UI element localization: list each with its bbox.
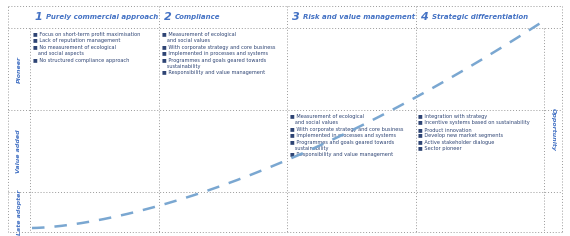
Text: ■ Measurement of ecological
   and social values
■ With corporate strategy and c: ■ Measurement of ecological and social v… xyxy=(290,114,404,157)
Text: Strategic differentiation: Strategic differentiation xyxy=(431,14,528,20)
Text: Opportunity: Opportunity xyxy=(551,109,556,152)
Text: ■ Integration with strategy
■ Incentive systems based on sustainability
■ Produc: ■ Integration with strategy ■ Incentive … xyxy=(418,114,530,151)
Text: ■ Measurement of ecological
   and social values
■ With corporate strategy and c: ■ Measurement of ecological and social v… xyxy=(161,32,275,75)
Text: 3: 3 xyxy=(292,12,300,22)
Text: Purely commercial approach: Purely commercial approach xyxy=(46,14,158,20)
Text: Risk and value management: Risk and value management xyxy=(303,14,415,20)
Text: ■ Focus on short-term profit maximisation
■ Lack of reputation management
■ No m: ■ Focus on short-term profit maximisatio… xyxy=(33,32,140,63)
Text: Compliance: Compliance xyxy=(174,14,220,20)
Text: 4: 4 xyxy=(421,12,428,22)
Text: Pioneer: Pioneer xyxy=(17,55,22,83)
Text: 1: 1 xyxy=(35,12,43,22)
Text: Late adopter: Late adopter xyxy=(17,189,22,235)
Text: 2: 2 xyxy=(164,12,171,22)
Text: Value added: Value added xyxy=(17,129,22,173)
